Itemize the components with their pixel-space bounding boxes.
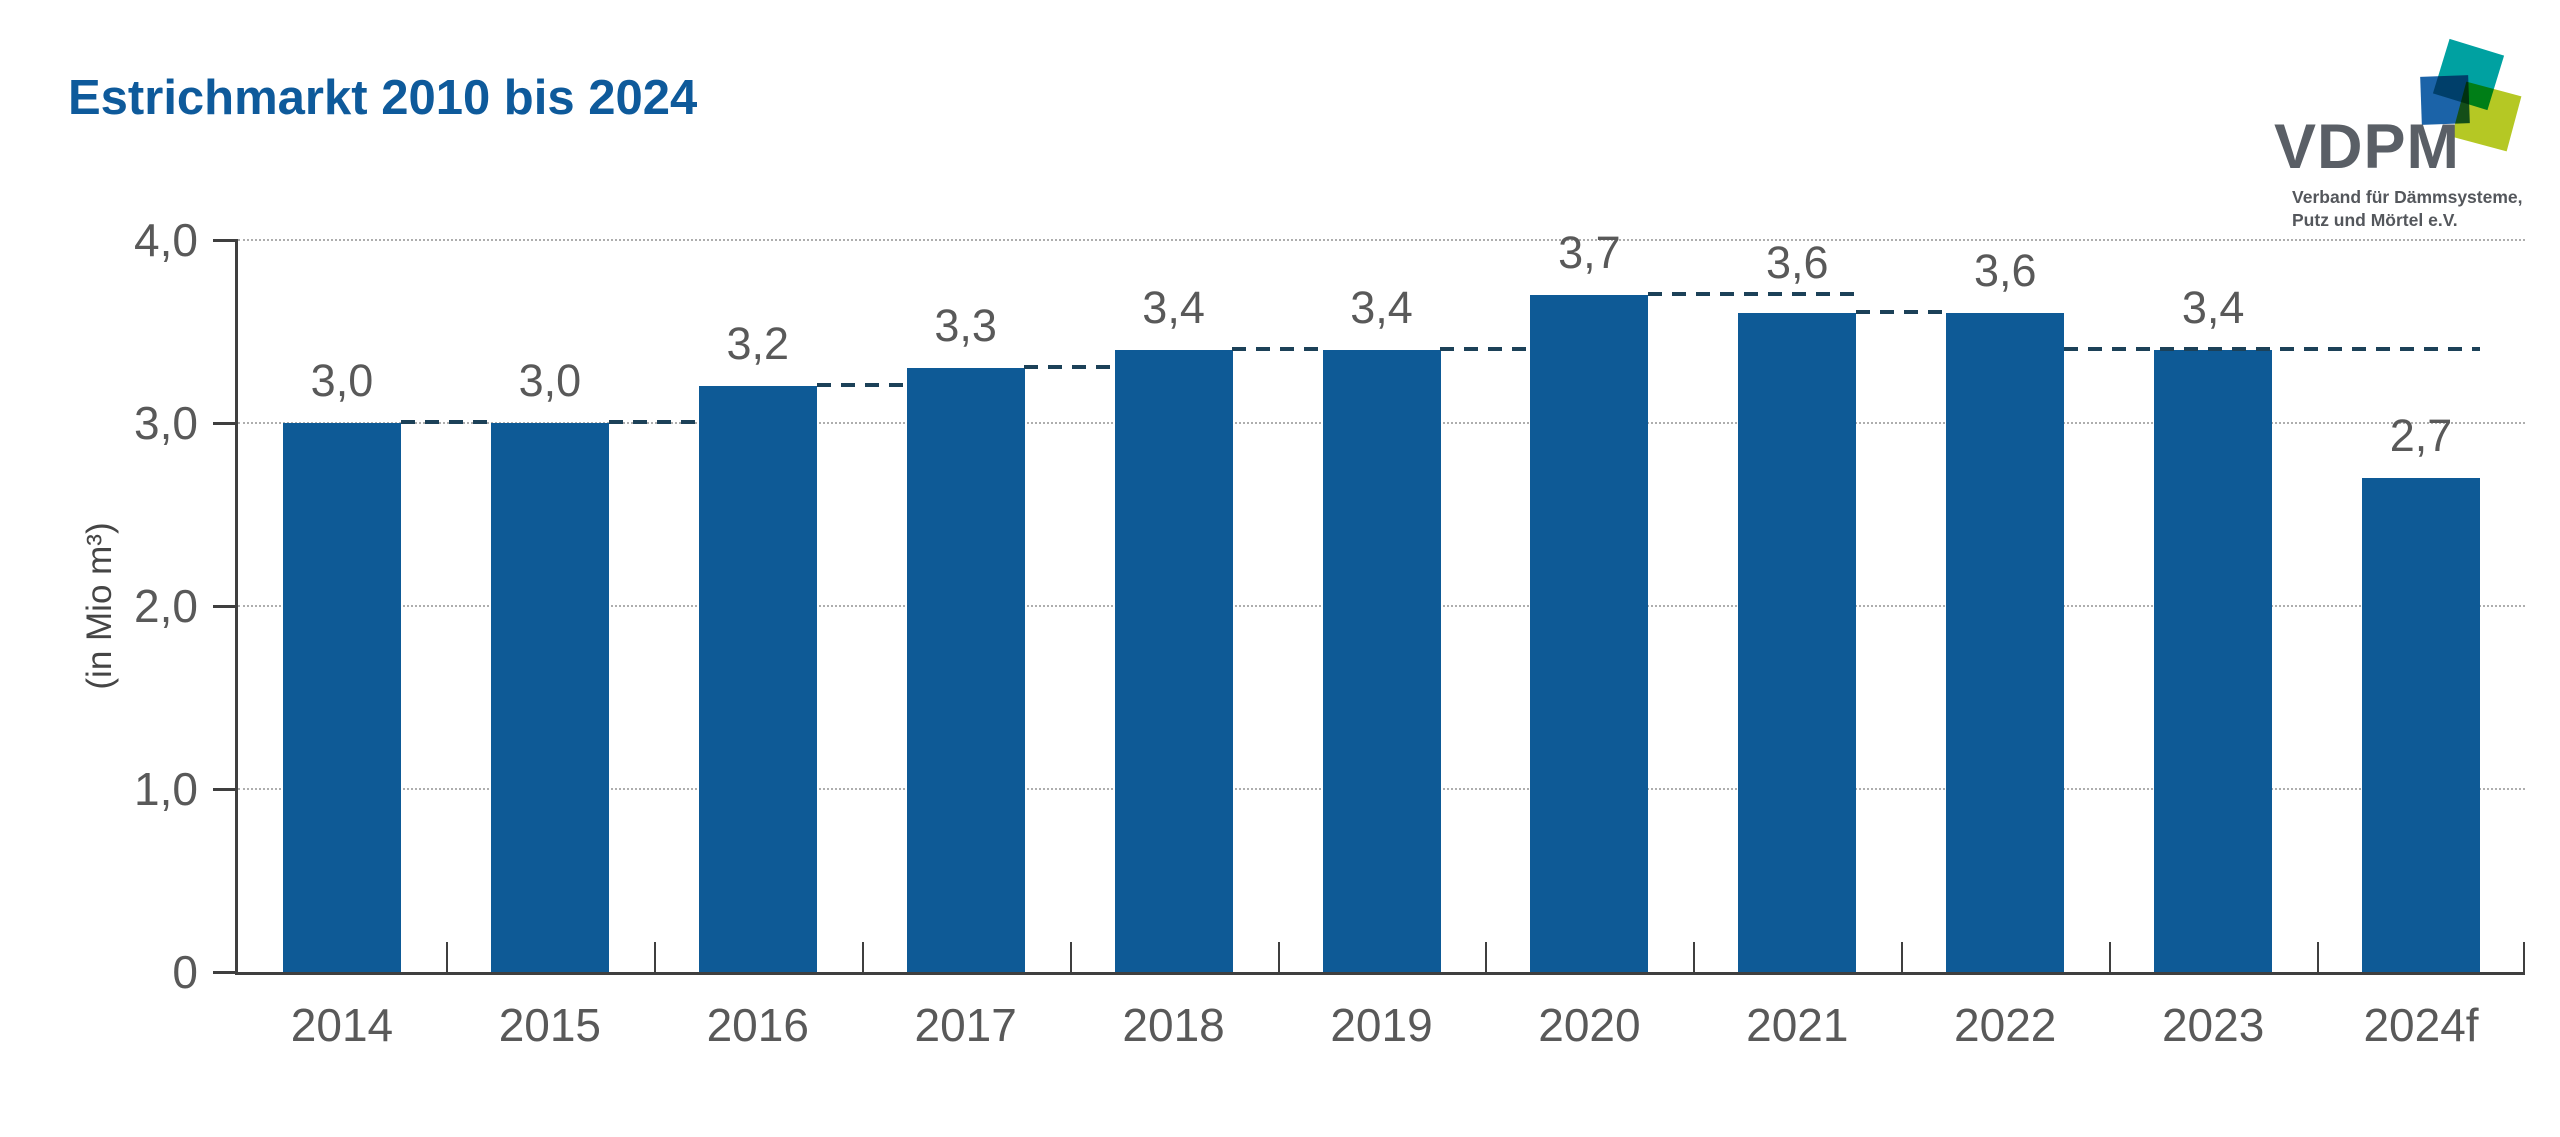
logo-tagline: Verband für Dämmsysteme, Putz und Mörtel…	[2292, 186, 2523, 232]
bar-value-label: 3,4	[1350, 281, 1413, 333]
bar-value-label: 3,6	[1766, 236, 1829, 288]
bar	[1738, 313, 1857, 972]
x-tick-label: 2019	[1330, 999, 1433, 1051]
x-tick-label: 2022	[1954, 999, 2057, 1051]
x-axis-tick	[1277, 942, 1280, 972]
dashed-comparison-line	[608, 420, 700, 424]
dashed-comparison-line	[1856, 310, 1947, 315]
bar-value-label: 3,4	[2181, 281, 2245, 333]
bar	[2154, 349, 2273, 972]
bar	[490, 423, 609, 972]
x-axis-tick	[2523, 942, 2525, 972]
x-tick-label: 2018	[1122, 999, 1225, 1051]
plot-area: 0 1,0 2,0 3,0 4,0 3,0 2014 3,0 2015 3,2 2016 3,3 201…	[134, 214, 2525, 1051]
bar	[1322, 349, 1441, 972]
bar-value-label: 3,7	[1558, 226, 1621, 278]
bar-value-label: 3,2	[726, 318, 790, 370]
bar-value-label: 3,0	[518, 355, 582, 406]
dashed-comparison-line	[816, 383, 907, 388]
x-axis-tick	[1069, 942, 1072, 972]
y-tick-label: 3,0	[134, 397, 198, 449]
x-tick-label: 2024f	[2363, 999, 2479, 1051]
x-axis-tick	[1901, 942, 1904, 972]
bar-value-label: 2,7	[2389, 409, 2453, 461]
x-axis-tick	[653, 942, 656, 972]
bar	[2362, 477, 2481, 972]
bar-value-label: 3,4	[1142, 281, 1205, 333]
y-axis-tick	[213, 238, 238, 242]
y-tick-label: 4,0	[134, 214, 198, 266]
y-axis-tick	[213, 421, 238, 425]
bar	[906, 368, 1025, 972]
x-tick-label: 2017	[914, 999, 1017, 1051]
logo-wordmark: VDPM	[2274, 112, 2461, 182]
y-axis-tick	[213, 787, 238, 791]
x-tick-label: 2015	[498, 999, 602, 1051]
logo-tagline-line1: Verband für Dämmsysteme,	[2292, 187, 2523, 207]
dashed-comparison-line	[1648, 291, 1857, 296]
gridline	[238, 239, 2525, 241]
y-axis-tick	[213, 970, 238, 974]
x-axis-tick	[1693, 942, 1696, 972]
bar-value-label: 3,3	[934, 300, 997, 352]
x-tick-label: 2014	[290, 999, 394, 1051]
x-tick-label: 2016	[706, 999, 809, 1051]
y-tick-label: 2,0	[134, 580, 198, 632]
chart-title: Estrichmarkt 2010 bis 2024	[68, 71, 698, 125]
logo-tagline-line2: Putz und Mörtel e.V.	[2292, 210, 2458, 231]
x-axis-tick	[445, 942, 448, 972]
dashed-comparison-line	[400, 420, 492, 424]
bar	[1946, 313, 2065, 972]
bar	[1530, 294, 1649, 972]
dashed-comparison-line	[1440, 346, 1531, 351]
x-tick-label: 2023	[2161, 999, 2265, 1051]
dashed-comparison-line	[1024, 365, 1115, 370]
bar-value-label: 3,6	[1973, 245, 2037, 297]
bar	[698, 386, 817, 972]
bar	[1114, 349, 1233, 972]
x-axis-tick	[2109, 942, 2112, 972]
y-axis-tick	[213, 604, 238, 608]
y-tick-label: 1,0	[134, 763, 198, 815]
x-axis-tick	[2317, 942, 2320, 972]
x-axis-tick	[861, 942, 864, 972]
dashed-comparison-line	[2063, 346, 2480, 351]
y-tick-label: 0	[172, 946, 198, 998]
dashed-comparison-line	[1232, 346, 1323, 351]
x-axis-tick	[1485, 942, 1488, 972]
vdpm-logo: VDPM Verband für Dämmsysteme, Putz und M…	[2268, 36, 2553, 230]
x-tick-label: 2020	[1538, 999, 1641, 1051]
bar-value-label: 3,0	[310, 355, 374, 406]
bar	[282, 423, 401, 972]
x-tick-label: 2021	[1746, 999, 1849, 1051]
